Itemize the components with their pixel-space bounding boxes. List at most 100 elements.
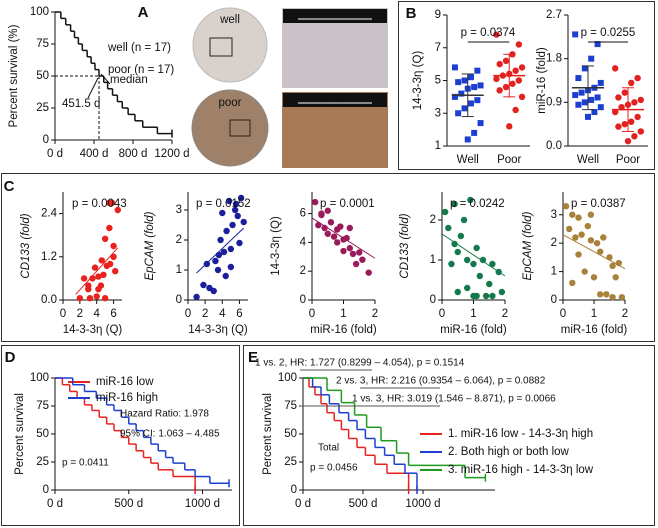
dot — [597, 104, 604, 111]
dot — [628, 118, 635, 125]
y-axis-label: EpCAM (fold) — [522, 211, 534, 280]
point — [106, 199, 113, 206]
x-tick-label: 500 d — [114, 498, 143, 510]
point — [85, 282, 92, 289]
y-tick-label: 75 — [36, 38, 49, 50]
annotation: p = 0.0242 — [450, 198, 505, 210]
dot — [624, 137, 632, 145]
y-tick-label: 0 — [43, 484, 49, 496]
x-tick-label: 0 — [309, 308, 315, 320]
point — [590, 274, 598, 281]
dot — [594, 94, 601, 101]
x-tick-label: 0 d — [295, 498, 311, 510]
y-tick-label: 0 — [300, 294, 306, 306]
point — [365, 269, 372, 276]
y-tick-label: 0 — [291, 484, 297, 496]
point — [327, 219, 335, 226]
point — [346, 244, 353, 252]
annotation: p = 0.0152 — [196, 198, 251, 210]
dot — [461, 77, 468, 84]
dot — [474, 97, 481, 104]
annotation: median — [110, 74, 148, 86]
point — [95, 286, 102, 293]
x-tick-label: 1 — [591, 308, 597, 320]
panel-frame — [1, 345, 240, 526]
point — [464, 256, 471, 264]
trend-line — [562, 234, 626, 270]
dot — [634, 74, 641, 82]
dot — [518, 64, 526, 71]
dot — [581, 99, 588, 106]
dot — [631, 99, 638, 106]
point — [467, 196, 474, 204]
y-tick-label: 2 — [430, 214, 436, 226]
annotation: poor (n = 17) — [108, 64, 174, 76]
point — [76, 295, 84, 302]
arrow — [100, 73, 111, 85]
x-tick-label: 4 — [219, 308, 226, 320]
y-tick-label: 25 — [36, 456, 49, 468]
dot — [493, 75, 500, 83]
dot — [572, 31, 579, 38]
dot — [621, 120, 628, 128]
y-tick-label: 1 — [430, 254, 436, 266]
dot — [512, 106, 519, 114]
dot — [615, 94, 622, 101]
y-tick-label: 1.2 — [41, 251, 57, 263]
dot — [575, 101, 582, 108]
point — [454, 248, 461, 256]
point — [597, 291, 604, 298]
point — [91, 264, 99, 271]
dot — [634, 113, 641, 121]
arrow — [87, 77, 99, 99]
x-tick-label: 6 — [110, 308, 116, 320]
annotation: 451.5 d — [62, 98, 100, 110]
annotation: p = 0.0374 — [461, 27, 516, 39]
panel-label: E — [248, 349, 258, 366]
point — [107, 260, 114, 268]
point — [609, 262, 616, 270]
y-tick-label: 1.8 — [546, 53, 562, 65]
point — [359, 256, 366, 263]
point — [460, 216, 468, 224]
point — [98, 257, 105, 264]
y-tick-label: 5 — [435, 75, 441, 87]
x-tick-label: 1200 d — [154, 148, 189, 160]
y-tick-label: 2.4 — [41, 208, 58, 220]
x-axis-label: miR-16 (fold) — [561, 324, 628, 336]
point — [618, 293, 626, 301]
x-tick-label: Poor — [616, 154, 640, 166]
y-axis-label: EpCAM (fold) — [144, 211, 156, 280]
point — [227, 245, 235, 253]
point — [587, 211, 595, 218]
dot — [628, 79, 635, 87]
point — [232, 200, 240, 208]
y-tick-label: 50 — [284, 428, 297, 440]
y-tick-label: 3 — [176, 204, 182, 216]
y-tick-label: 100 — [278, 372, 297, 384]
dot — [467, 74, 474, 81]
point — [352, 260, 360, 268]
x-tick-label: 0 — [439, 308, 445, 320]
dot — [455, 110, 462, 117]
y-tick-label: 50 — [36, 70, 49, 82]
y-axis-label: Percent survival — [262, 393, 274, 475]
dot — [474, 67, 481, 74]
y-tick-label: 2.7 — [546, 9, 562, 21]
point — [587, 237, 595, 244]
annotation: Total — [318, 443, 339, 454]
y-tick-label: 0.9 — [546, 96, 562, 108]
dot — [515, 41, 523, 48]
point — [210, 287, 217, 295]
point — [457, 232, 465, 240]
zoom-box — [229, 119, 251, 137]
dot — [477, 120, 484, 127]
dot — [581, 65, 588, 72]
panel-label: A — [138, 4, 149, 21]
dot — [496, 87, 503, 94]
annotation: 200 µm — [318, 9, 352, 20]
point — [346, 224, 353, 232]
x-tick-label: 1000 d — [185, 498, 220, 510]
